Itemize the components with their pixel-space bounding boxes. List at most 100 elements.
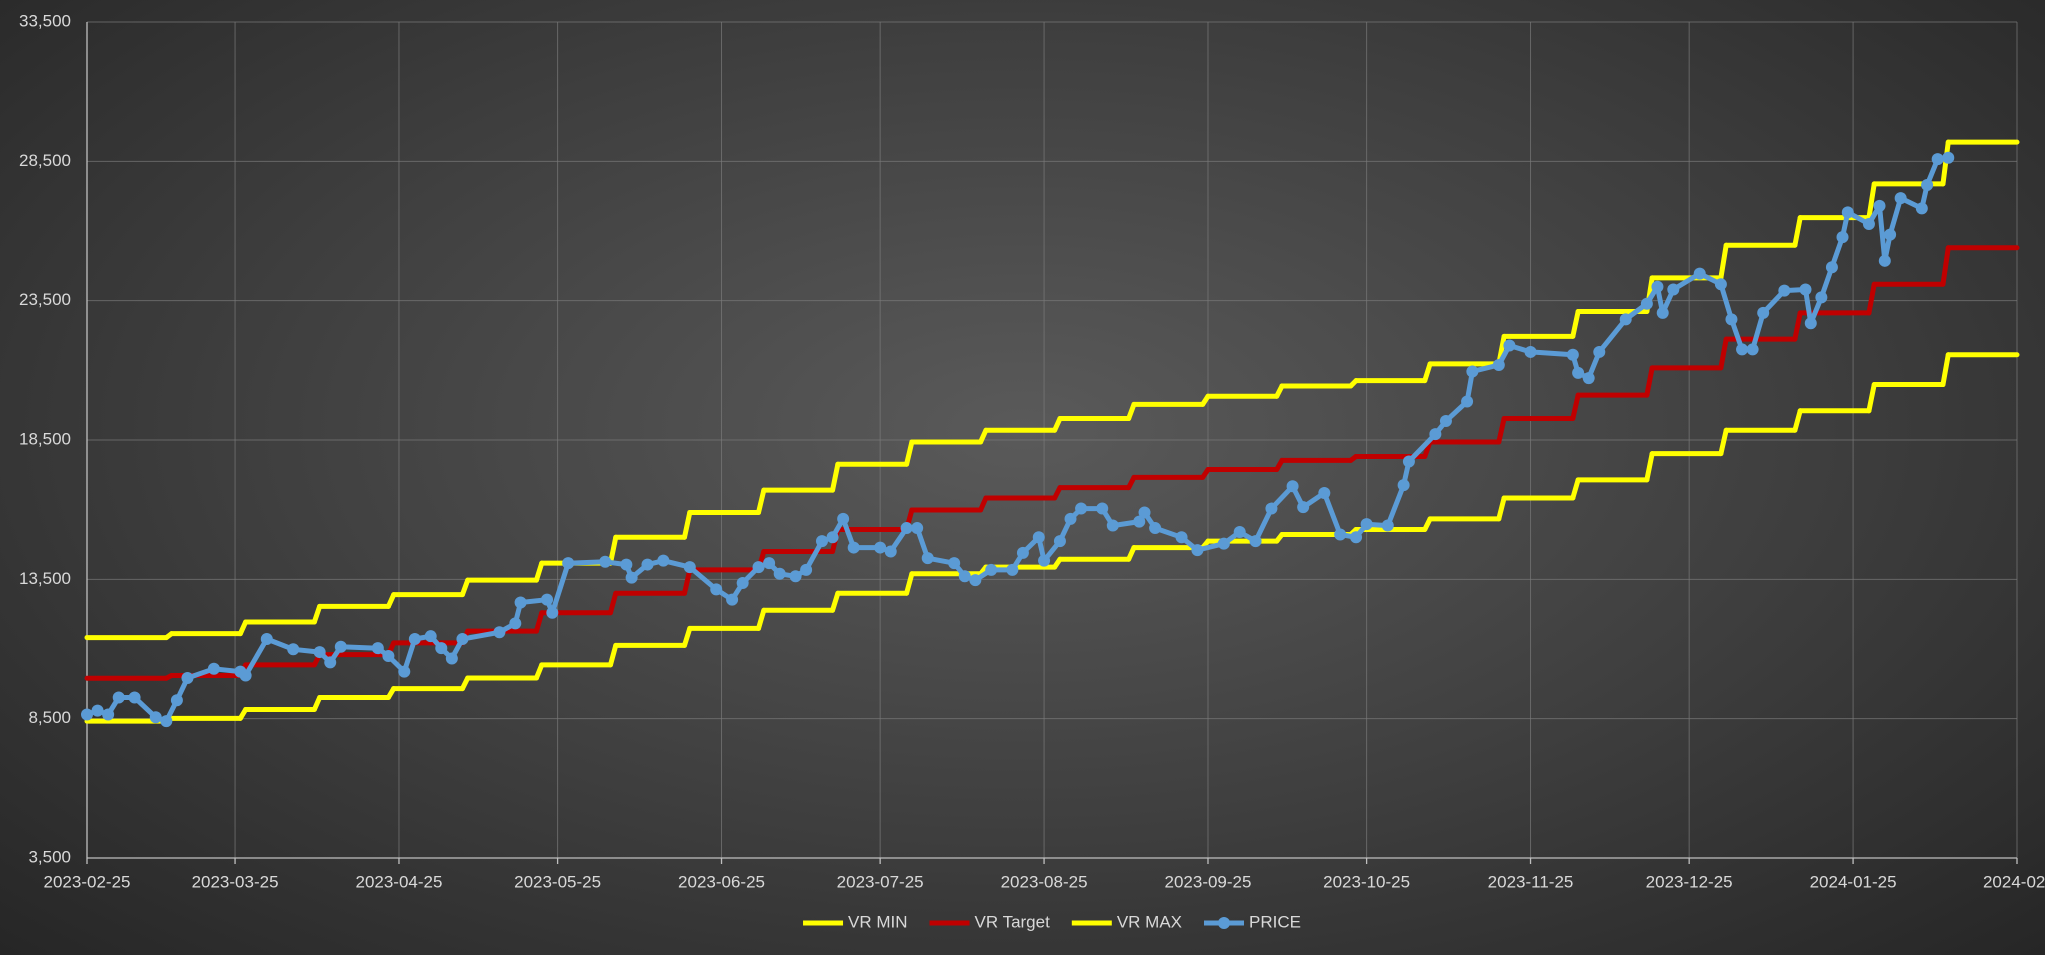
point-marker: [641, 558, 654, 571]
legend-marker: [1218, 917, 1230, 929]
point-marker: [815, 535, 828, 548]
point-marker: [710, 583, 723, 596]
step-riser: [682, 625, 693, 648]
point-marker: [1217, 537, 1230, 550]
step-riser: [459, 577, 471, 598]
point-marker: [398, 665, 411, 678]
point-marker: [1619, 313, 1632, 326]
step-riser: [682, 567, 693, 596]
point-marker: [149, 711, 162, 724]
x-tick-label: 2023-11-25: [1488, 872, 1574, 891]
step-riser: [904, 571, 915, 596]
point-marker: [1640, 297, 1653, 310]
point-marker: [1265, 502, 1278, 515]
point-marker: [969, 574, 982, 587]
point-marker: [921, 552, 934, 565]
step-riser: [830, 461, 841, 493]
point-marker: [884, 545, 897, 558]
point-marker: [826, 531, 839, 544]
point-marker: [1466, 365, 1479, 378]
point-marker: [1942, 151, 1955, 164]
point-marker: [1651, 280, 1664, 293]
point-marker: [1053, 535, 1066, 548]
legend-label: VR Target: [975, 912, 1051, 931]
y-tick-label: 28,500: [19, 151, 71, 170]
point-marker: [763, 557, 776, 570]
step-riser: [1422, 361, 1433, 384]
point-marker: [509, 617, 522, 630]
point-marker: [599, 555, 612, 568]
x-tick-label: 2023-09-25: [1165, 872, 1252, 891]
point-marker: [1016, 546, 1029, 559]
point-marker: [958, 570, 971, 583]
point-marker: [985, 563, 998, 576]
point-marker: [541, 593, 554, 606]
point-marker: [456, 632, 469, 645]
x-tick-label: 2023-08-25: [1001, 872, 1088, 891]
legend: VR MIN VR Target VR MAX PRICE: [803, 912, 1301, 931]
step-riser: [1718, 427, 1729, 457]
point-marker: [1149, 522, 1162, 535]
point-marker: [1318, 486, 1331, 499]
point-marker: [1873, 199, 1886, 212]
point-marker: [657, 554, 670, 567]
point-marker: [91, 704, 104, 717]
point-marker: [1032, 531, 1045, 544]
point-marker: [424, 630, 437, 643]
point-marker: [1884, 228, 1897, 241]
point-marker: [1894, 192, 1907, 205]
point-marker: [287, 643, 300, 656]
point-marker: [1096, 502, 1109, 515]
point-marker: [1297, 501, 1310, 514]
x-tick-label: 2023-10-25: [1323, 872, 1410, 891]
point-marker: [382, 649, 395, 662]
point-marker: [800, 563, 813, 576]
point-marker: [445, 652, 458, 665]
point-marker: [847, 541, 860, 554]
point-marker: [160, 715, 173, 728]
x-tick-label: 2024-01-25: [1810, 872, 1897, 891]
y-tick-label: 3,500: [28, 847, 71, 866]
point-marker: [1736, 343, 1749, 356]
point-marker: [260, 632, 273, 645]
point-marker: [1492, 359, 1505, 372]
point-marker: [435, 642, 448, 655]
step-riser: [311, 603, 323, 625]
point-marker: [1825, 261, 1838, 274]
step-riser: [1792, 215, 1803, 248]
point-marker: [726, 593, 739, 606]
point-marker: [1656, 306, 1669, 319]
point-marker: [1746, 343, 1759, 356]
y-tick-label: 18,500: [19, 429, 71, 448]
point-marker: [1133, 515, 1146, 528]
point-marker: [1862, 218, 1875, 231]
point-marker: [1138, 506, 1151, 519]
x-tick-label: 2023-06-25: [678, 872, 765, 891]
point-marker: [773, 567, 786, 580]
point-marker: [1836, 231, 1849, 244]
point-marker: [1804, 317, 1817, 330]
step-riser: [1644, 451, 1655, 483]
point-marker: [620, 558, 633, 571]
point-marker: [112, 691, 125, 704]
point-marker: [1714, 278, 1727, 291]
point-marker: [1106, 519, 1119, 532]
point-marker: [1038, 554, 1051, 567]
legend-label: PRICE: [1249, 912, 1301, 931]
point-marker: [1429, 428, 1442, 441]
point-marker: [408, 632, 421, 645]
point-marker: [1191, 544, 1204, 557]
point-marker: [371, 642, 384, 655]
point-marker: [900, 522, 913, 535]
series: [84, 352, 2020, 724]
step-riser: [1496, 495, 1507, 522]
step-riser: [1866, 181, 1877, 221]
step-riser: [756, 487, 767, 515]
point-marker: [1693, 267, 1706, 280]
point-marker: [239, 669, 252, 682]
point-marker: [170, 694, 183, 707]
point-marker: [1725, 313, 1738, 326]
point-marker: [1757, 306, 1770, 319]
